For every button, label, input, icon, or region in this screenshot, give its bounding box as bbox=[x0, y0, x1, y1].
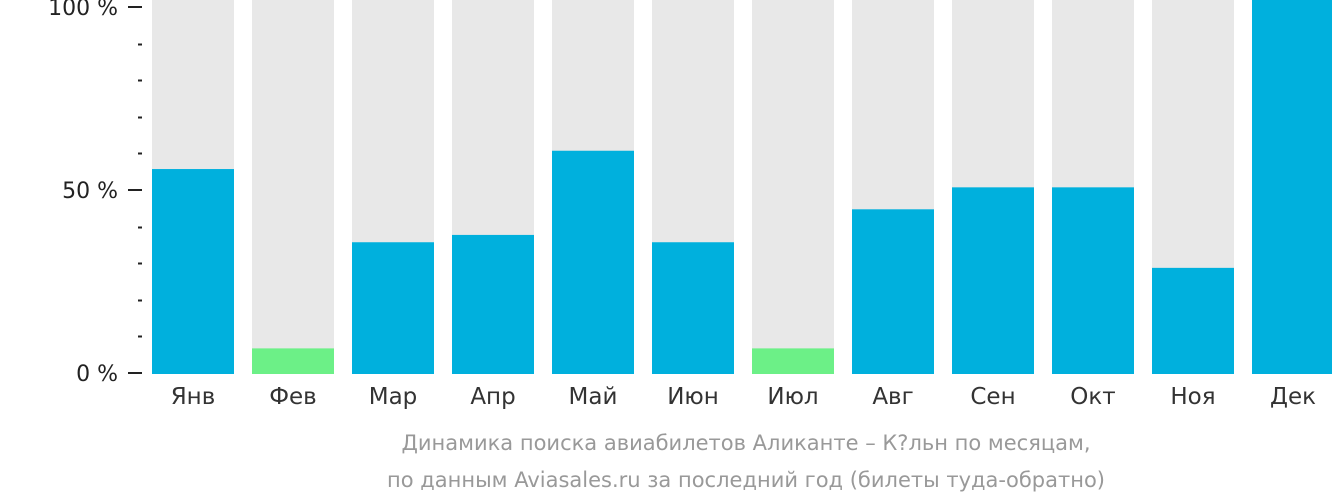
x-category-label: Янв bbox=[171, 384, 216, 410]
bar-track bbox=[752, 0, 834, 374]
chart-caption-line-1: Динамика поиска авиабилетов Аликанте – К… bbox=[401, 431, 1091, 455]
x-category-label: Апр bbox=[470, 384, 515, 410]
x-category-label: Июл bbox=[767, 384, 818, 410]
y-tick-label: 0 % bbox=[76, 362, 118, 387]
x-category-label: Ноя bbox=[1170, 384, 1215, 410]
bar-7 bbox=[752, 348, 834, 374]
y-tick-label: 50 % bbox=[62, 179, 118, 204]
bar-9 bbox=[952, 187, 1034, 374]
bar-4 bbox=[452, 234, 534, 374]
x-category-label: Окт bbox=[1070, 384, 1115, 410]
x-category-label: Мар bbox=[369, 384, 418, 410]
bar-3 bbox=[352, 242, 434, 374]
bar-chart: 0 % 50 % 100 % Янв Фев Мар Апр Май Июн Июл Авг Сен О… bbox=[48, 0, 1332, 410]
y-tick-label: 100 % bbox=[48, 0, 118, 21]
bar-12 bbox=[1252, 0, 1332, 374]
bar-track bbox=[252, 0, 334, 374]
bar-1 bbox=[152, 169, 234, 374]
x-category-label: Сен bbox=[970, 384, 1015, 410]
x-category-label: Дек bbox=[1270, 384, 1316, 410]
x-category-label: Май bbox=[569, 384, 618, 410]
bar-6 bbox=[652, 242, 734, 374]
x-category-label: Июн bbox=[667, 384, 719, 410]
bar-5 bbox=[552, 150, 634, 374]
bar-11 bbox=[1152, 267, 1234, 374]
bar-8 bbox=[852, 209, 934, 374]
x-category-label: Авг bbox=[872, 384, 913, 410]
bar-2 bbox=[252, 348, 334, 374]
x-category-label: Фев bbox=[269, 384, 317, 410]
bar-10 bbox=[1052, 187, 1134, 374]
chart-caption-line-2: по данным Aviasales.ru за последний год … bbox=[387, 468, 1105, 492]
